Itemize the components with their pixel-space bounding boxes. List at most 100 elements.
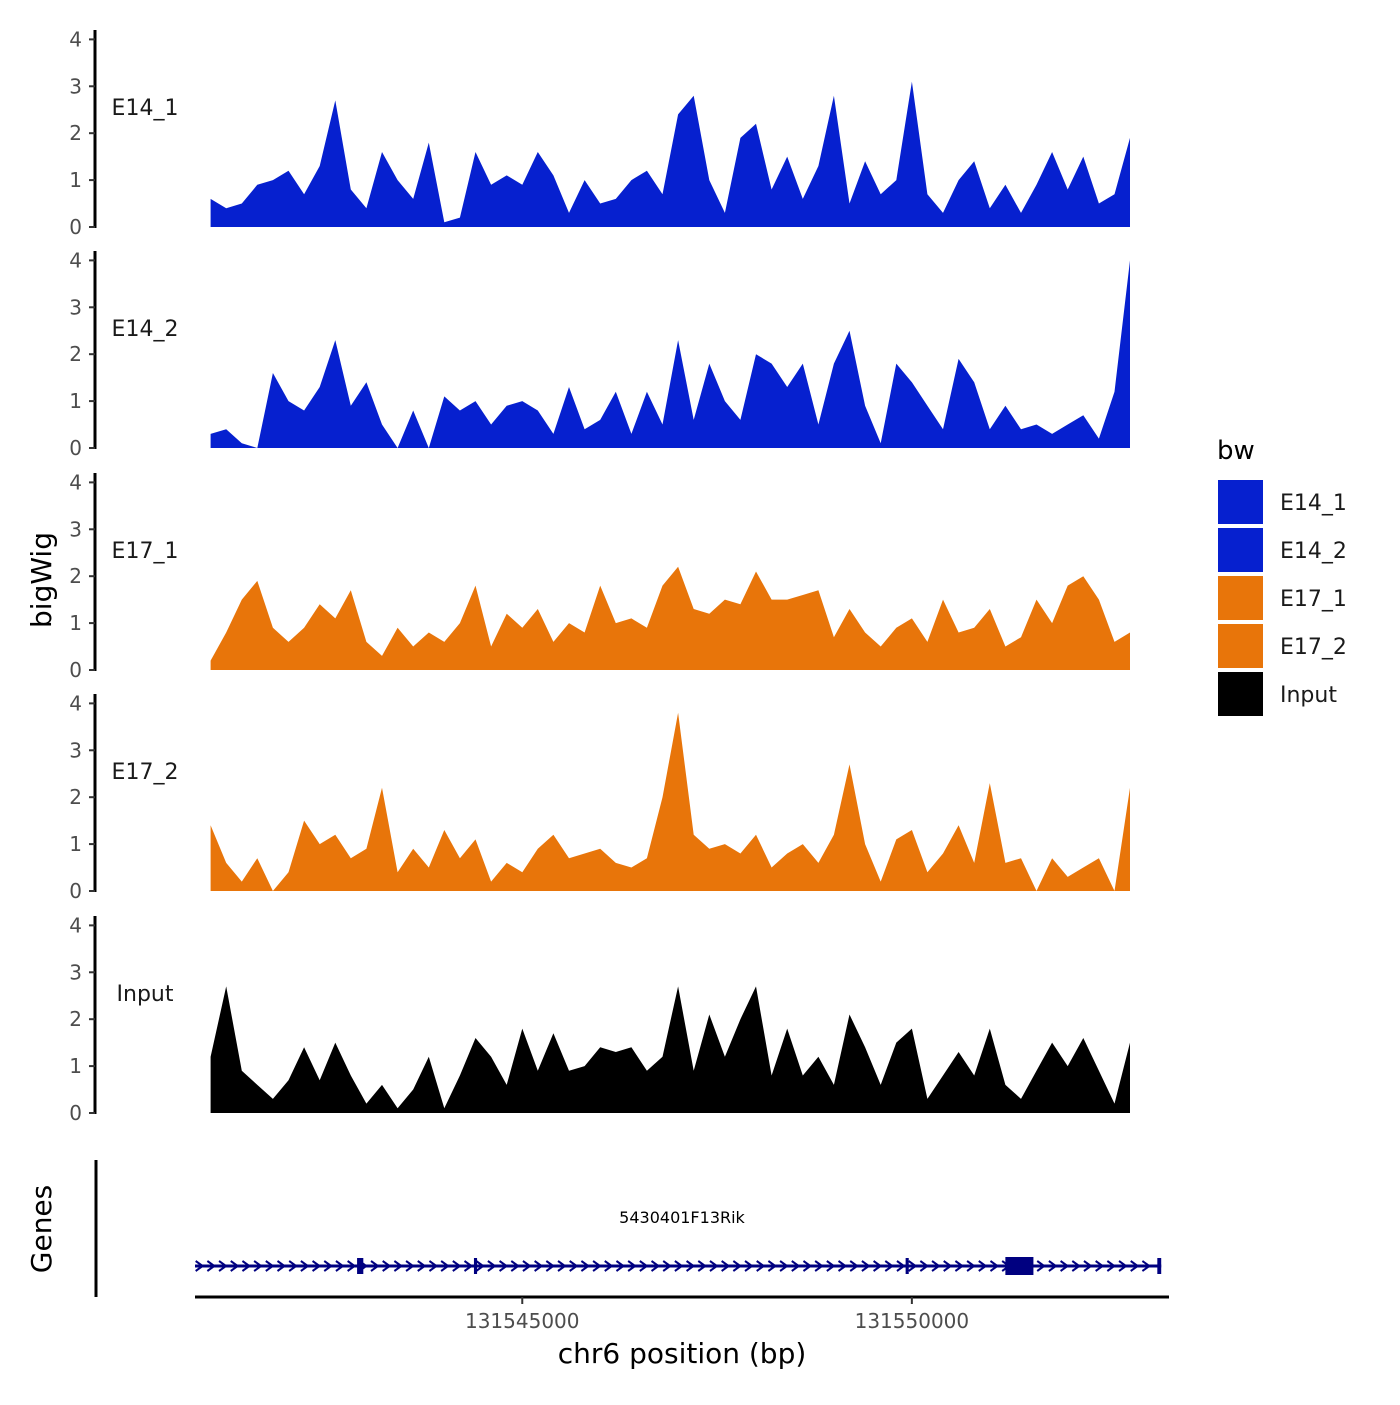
track-label: E14_1 — [112, 96, 179, 121]
strand-arrow — [1036, 1260, 1046, 1272]
strand-arrow — [580, 1260, 591, 1272]
y-tick-label: 4 — [69, 913, 82, 937]
track-e14-1: 0 1 2 3 4 E14_1 — [69, 27, 1131, 239]
y-axis-title: bigWig — [25, 532, 58, 628]
strand-arrow — [954, 1260, 965, 1272]
strand-arrow — [323, 1260, 333, 1272]
strand-arrow — [498, 1260, 509, 1272]
strand-arrow — [557, 1260, 567, 1272]
legend-swatch-e14-1 — [1218, 480, 1263, 524]
strand-arrow — [440, 1260, 450, 1272]
strand-arrow — [767, 1260, 778, 1272]
strand-arrow — [779, 1260, 789, 1272]
strand-arrow — [872, 1260, 883, 1272]
strand-arrow — [604, 1260, 614, 1272]
strand-arrow — [276, 1260, 287, 1272]
legend-swatch-e17-1 — [1218, 576, 1263, 620]
y-tick-label: 2 — [69, 121, 82, 145]
strand-arrow — [1060, 1260, 1070, 1272]
strand-arrow — [195, 1260, 205, 1272]
strand-arrow — [241, 1260, 252, 1272]
strand-arrow — [452, 1260, 462, 1272]
y-tick-label: 2 — [69, 564, 82, 588]
gene-exon — [1005, 1257, 1034, 1275]
y-tick-label: 2 — [69, 342, 82, 366]
y-tick-label: 4 — [69, 27, 82, 51]
strand-arrow — [417, 1260, 427, 1272]
y-tick-label: 2 — [69, 785, 82, 809]
strand-arrow — [908, 1260, 918, 1272]
strand-arrow — [382, 1260, 392, 1272]
legend-label: E17_1 — [1280, 587, 1347, 612]
coverage-tracks: 0 1 2 3 4 E14_1 0 1 2 3 4 E14_2 0 1 2 3 4 E17_1 0 1 2 3 4 E17_2… — [69, 27, 1131, 1125]
y-tick-label: 1 — [69, 168, 82, 192]
strand-arrow — [347, 1260, 357, 1272]
y-tick-label: 3 — [69, 738, 82, 762]
gene-exon — [357, 1258, 364, 1274]
strand-arrow — [428, 1260, 439, 1272]
strand-arrow — [288, 1260, 298, 1272]
strand-arrow — [510, 1260, 520, 1272]
strand-arrow — [534, 1260, 544, 1272]
y-tick-label: 4 — [69, 691, 82, 715]
legend-label: E14_2 — [1280, 539, 1347, 564]
track-label: E14_2 — [112, 317, 179, 342]
legend-swatch-input — [1218, 672, 1263, 716]
genes-axis-title: Genes — [25, 1185, 58, 1273]
strand-arrow — [1106, 1260, 1117, 1272]
x-tick-label: 131545000 — [465, 1309, 580, 1333]
legend-swatch-e14-2 — [1218, 528, 1263, 572]
x-tick-label: 131550000 — [855, 1309, 970, 1333]
y-tick-label: 0 — [69, 658, 82, 682]
track-input: 0 1 2 3 4 Input — [69, 913, 1131, 1125]
strand-arrow — [487, 1260, 497, 1272]
strand-arrow — [265, 1260, 275, 1272]
coverage-area-e17-1 — [210, 566, 1131, 670]
gene-name-label: 5430401F13Rik — [619, 1208, 745, 1227]
strand-arrow — [1083, 1260, 1093, 1272]
strand-arrow — [744, 1260, 754, 1272]
strand-arrow — [393, 1260, 404, 1272]
strand-arrow — [989, 1260, 1000, 1272]
strand-arrow — [218, 1260, 228, 1272]
strand-arrow — [1071, 1260, 1081, 1272]
strand-arrow — [475, 1260, 485, 1272]
strand-arrow — [1118, 1260, 1128, 1272]
strand-arrow — [545, 1260, 556, 1272]
x-axis: 131545000 131550000 — [195, 1295, 1169, 1333]
coverage-area-e14-1 — [210, 81, 1131, 227]
strand-arrow — [884, 1260, 894, 1272]
strand-arrow — [896, 1260, 906, 1272]
y-tick-label: 1 — [69, 389, 82, 413]
strand-arrow — [732, 1260, 743, 1272]
strand-arrow — [837, 1260, 848, 1272]
strand-arrow — [1141, 1260, 1152, 1272]
y-tick-label: 4 — [69, 470, 82, 494]
track-e14-2: 0 1 2 3 4 E14_2 — [69, 248, 1131, 460]
legend-title: bw — [1217, 436, 1255, 466]
coverage-area-e14-2 — [210, 260, 1131, 448]
coverage-area-e17-2 — [210, 712, 1131, 891]
y-tick-label: 1 — [69, 832, 82, 856]
y-tick-label: 2 — [69, 1007, 82, 1031]
coverage-area-input — [210, 986, 1131, 1113]
strand-arrow — [592, 1260, 602, 1272]
track-e17-2: 0 1 2 3 4 E17_2 — [69, 691, 1131, 903]
gene-model — [195, 1257, 1162, 1275]
strand-arrow — [756, 1260, 766, 1272]
strand-arrow — [522, 1260, 532, 1272]
strand-arrow — [685, 1260, 696, 1272]
strand-arrow — [791, 1260, 801, 1272]
strand-arrow — [1130, 1260, 1140, 1272]
strand-arrow — [569, 1260, 579, 1272]
y-tick-label: 3 — [69, 295, 82, 319]
strand-arrow — [943, 1260, 953, 1272]
strand-arrow — [311, 1260, 322, 1272]
strand-arrow — [639, 1260, 649, 1272]
y-tick-label: 3 — [69, 74, 82, 98]
track-label: E17_1 — [112, 539, 179, 564]
y-tick-label: 0 — [69, 436, 82, 460]
legend-swatch-e17-2 — [1218, 624, 1263, 668]
